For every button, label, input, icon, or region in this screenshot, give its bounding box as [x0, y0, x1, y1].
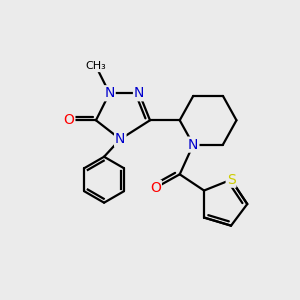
Text: N: N [115, 132, 125, 146]
Text: N: N [104, 86, 115, 100]
Text: O: O [64, 113, 74, 127]
Text: N: N [134, 86, 144, 100]
Text: CH₃: CH₃ [85, 61, 106, 71]
Text: N: N [188, 138, 198, 152]
Text: S: S [227, 173, 236, 187]
Text: O: O [150, 181, 161, 195]
